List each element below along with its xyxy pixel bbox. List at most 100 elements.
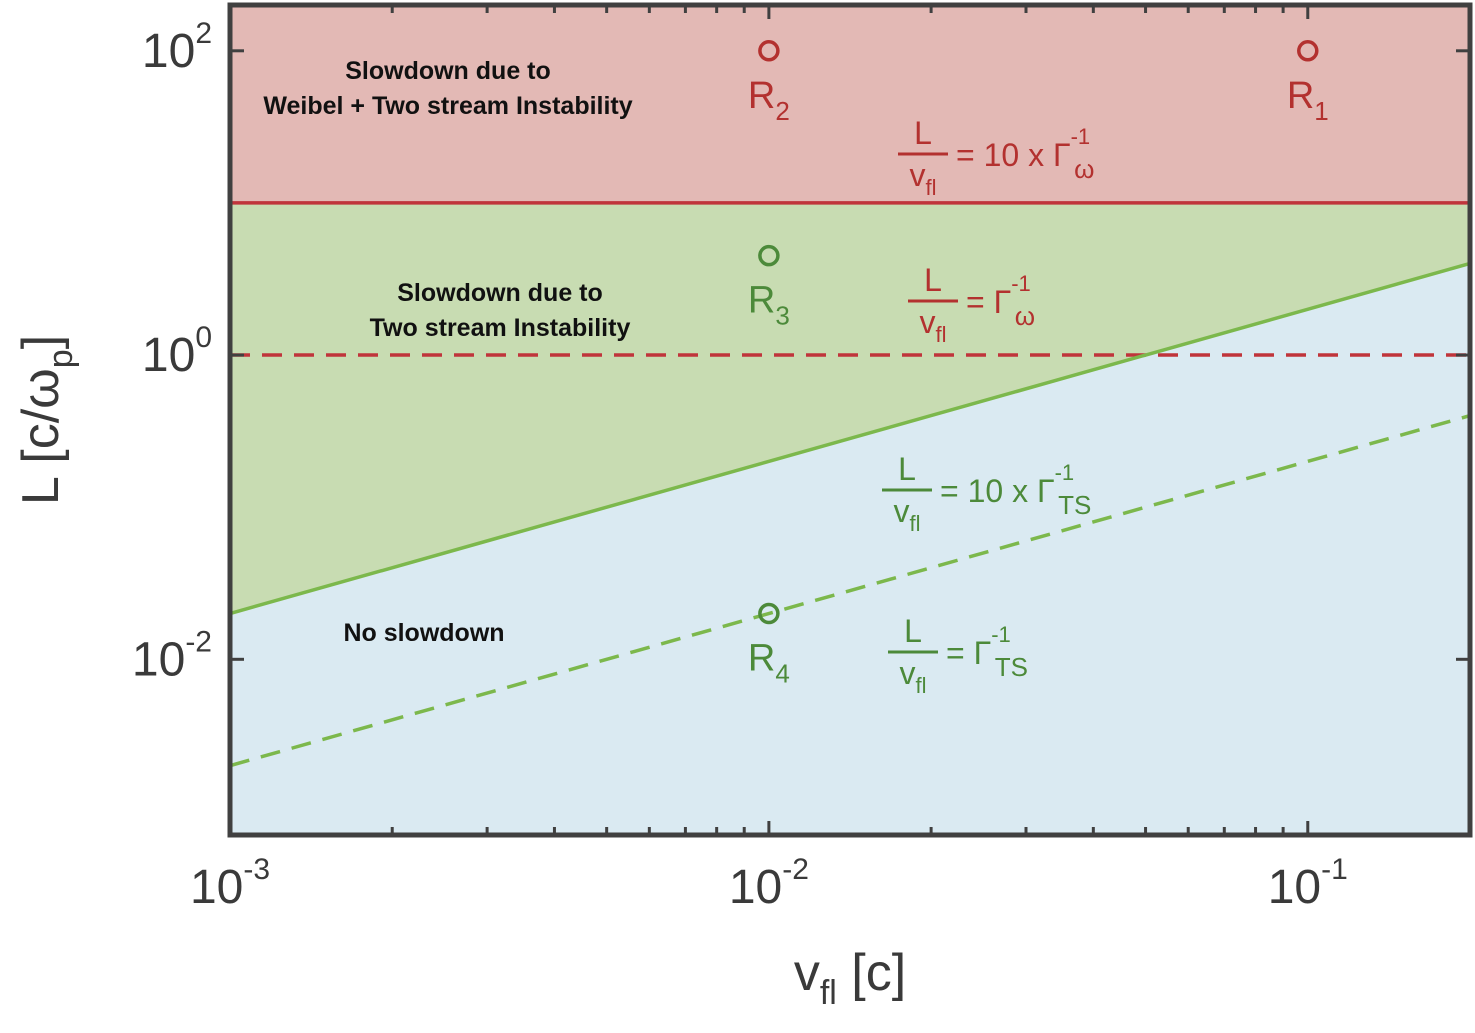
region-two-stream (230, 202, 1470, 614)
equation-2-rhs: = 10 x Γ-1 TS (940, 460, 1091, 520)
x-axis-label-sub: fl (820, 974, 837, 1012)
tick-exp: -3 (243, 853, 270, 886)
region-label-1: Slowdown due to Two stream Instability (370, 279, 631, 342)
denominator-sub: fl (916, 673, 927, 698)
rhs-sup: -1 (1011, 271, 1031, 296)
denominator-main: v (920, 304, 936, 340)
point-R3 (758, 244, 780, 267)
denominator-sub: fl (936, 322, 947, 347)
point-label-main: R (748, 280, 775, 322)
rhs-main: = 10 x Γ (940, 473, 1055, 509)
tick-base: 10 (142, 329, 195, 382)
equation-2-denominator: vfl (894, 493, 921, 536)
tick-base: 10 (142, 25, 195, 78)
frame-layer (227, 2, 1473, 838)
region-label-0: Slowdown due to Weibel + Two stream Insta… (263, 57, 632, 120)
rhs-sup: -1 (1055, 460, 1075, 485)
equation-3-denominator: vfl (900, 655, 927, 698)
tick-exp: -1 (1321, 853, 1348, 886)
series-line-3 (229, 413, 1471, 768)
x-axis-label-main: v (794, 944, 820, 1002)
y-tick-label-2: 102 (142, 17, 212, 78)
equation-0-rhs: = 10 x Γ-1 ω (956, 124, 1094, 184)
denominator-sub: fl (910, 511, 921, 536)
series-line-2 (229, 261, 1471, 616)
y-axis-label: L [c/ωp] (12, 335, 80, 505)
x-tick-label--1: 10-1 (1268, 853, 1348, 914)
point-label-main: R (1287, 75, 1314, 117)
equation-1-numerator: L (924, 262, 942, 298)
region-labels-layer: Slowdown due to Weibel + Two stream Insta… (263, 57, 632, 647)
rhs-sup: -1 (991, 622, 1011, 647)
tick-exp: 2 (195, 17, 212, 50)
rhs-sub: ω (1015, 301, 1035, 331)
rhs-sub: TS (995, 652, 1028, 682)
point-label-main: R (748, 638, 775, 680)
equation-3-numerator: L (904, 613, 922, 649)
tick-base: 10 (729, 861, 782, 914)
x-tick-label--3: 10-3 (190, 853, 270, 914)
point-R1 (1297, 40, 1319, 62)
y-tick-label--2: 10-2 (132, 625, 212, 686)
tick-base: 10 (132, 633, 185, 686)
rhs-main: = Γ (946, 635, 991, 671)
x-tick-label--2: 10-2 (729, 853, 809, 914)
region-label-1-line-0: Slowdown due to (397, 279, 603, 307)
equation-1-rhs: = Γ-1 ω (966, 271, 1035, 331)
x-axis-label: vfl [c] (794, 944, 906, 1012)
tick-base: 10 (190, 861, 243, 914)
tick-base: 10 (1268, 861, 1321, 914)
lines-layer (229, 201, 1471, 768)
point-label-R4: R4 (748, 638, 790, 689)
point-label-R2: R2 (748, 75, 790, 126)
point-label-sub: 4 (775, 659, 789, 689)
point-label-R1: R1 (1287, 75, 1329, 126)
rhs-sub: ω (1074, 154, 1094, 184)
point-label-sub: 2 (775, 96, 789, 126)
y-axis-label-close: ] (12, 335, 70, 349)
denominator-sub: fl (926, 175, 937, 200)
rhs-sub: TS (1058, 490, 1091, 520)
axis-labels-layer: vfl [c] L [c/ωp] (12, 335, 906, 1012)
equation-1-denominator: vfl (920, 304, 947, 347)
point-label-R3: R3 (748, 280, 790, 331)
region-label-0-line-1: Weibel + Two stream Instability (263, 92, 632, 120)
x-axis-label-unit: [c] (837, 944, 906, 1002)
equation-2-numerator: L (898, 451, 916, 487)
regions-layer (230, 5, 1470, 835)
point-label-main: R (748, 75, 775, 117)
rhs-sup: -1 (1071, 124, 1091, 149)
region-label-2-line-0: No slowdown (343, 619, 504, 647)
rhs-main: = Γ (966, 284, 1011, 320)
region-label-2: No slowdown (343, 619, 504, 647)
plot-frame (227, 2, 1473, 838)
point-label-sub: 1 (1314, 96, 1328, 126)
point-R2 (758, 40, 780, 62)
tick-exp: 0 (195, 321, 212, 354)
tick-exp: -2 (185, 625, 212, 658)
region-label-1-line-1: Two stream Instability (370, 314, 631, 342)
denominator-main: v (900, 655, 916, 691)
y-axis-label-main: L [c/ω (12, 368, 70, 505)
point-label-sub: 3 (775, 301, 789, 331)
region-label-0-line-0: Slowdown due to (345, 57, 551, 85)
denominator-main: v (910, 157, 926, 193)
y-tick-label-0: 100 (142, 321, 212, 382)
tick-exp: -2 (782, 853, 809, 886)
rhs-main: = 10 x Γ (956, 137, 1071, 173)
equation-0-denominator: vfl (910, 157, 937, 200)
y-axis-label-sub: p (42, 349, 80, 368)
point-R4 (758, 602, 780, 625)
equation-0-numerator: L (914, 115, 932, 151)
region-weibel-two-stream (230, 5, 1470, 203)
equation-3-rhs: = Γ-1 TS (946, 622, 1028, 682)
denominator-main: v (894, 493, 910, 529)
